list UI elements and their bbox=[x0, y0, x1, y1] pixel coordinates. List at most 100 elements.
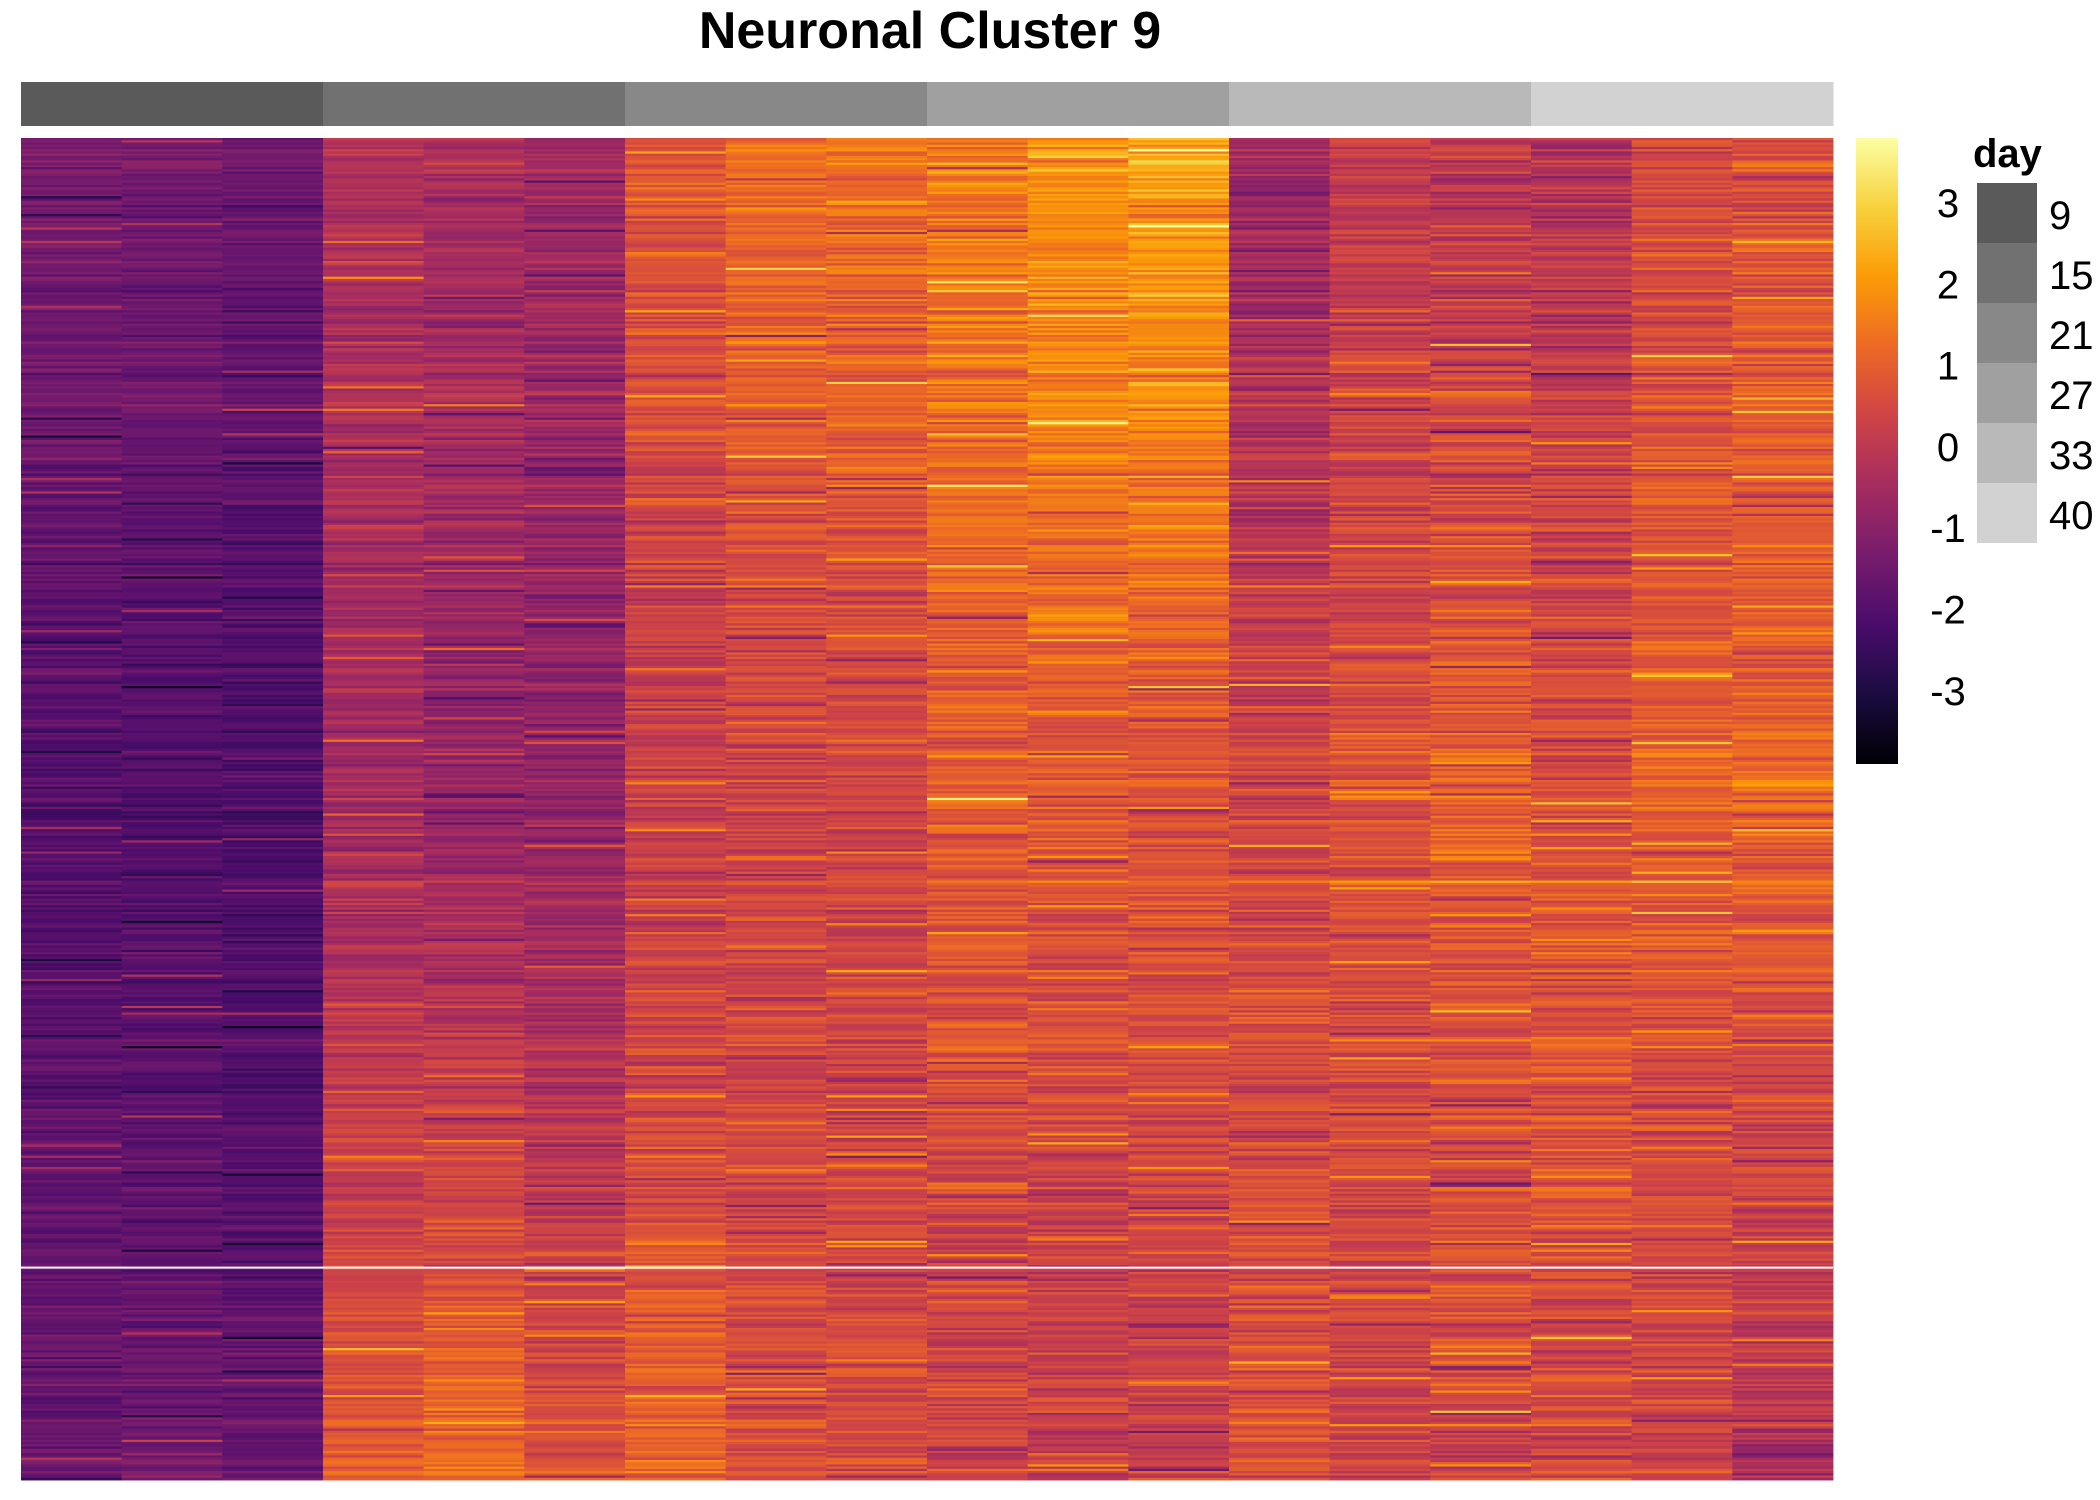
heatmap-cell bbox=[21, 891, 123, 895]
heatmap-cell bbox=[524, 381, 626, 385]
heatmap-cell bbox=[826, 404, 928, 407]
heatmap-cell bbox=[121, 1343, 223, 1347]
annotation-segment-day-33 bbox=[1229, 82, 1532, 126]
heatmap-cell bbox=[323, 1339, 425, 1342]
heatmap-cell bbox=[524, 949, 626, 953]
heatmap-cell bbox=[121, 1258, 223, 1262]
heatmap-cell bbox=[21, 981, 123, 984]
heatmap-cell bbox=[121, 885, 223, 888]
heatmap-cell bbox=[725, 1142, 827, 1145]
heatmap-cell bbox=[725, 844, 827, 848]
heatmap-cell bbox=[121, 1131, 223, 1134]
heatmap-cell bbox=[625, 806, 727, 810]
heatmap-cell bbox=[725, 473, 827, 477]
heatmap-cell bbox=[21, 551, 123, 555]
heatmap-cell bbox=[423, 614, 525, 618]
heatmap-cell bbox=[21, 431, 123, 434]
heatmap-cell bbox=[121, 516, 223, 519]
heatmap-cell bbox=[625, 871, 727, 875]
heatmap-cell bbox=[323, 777, 425, 781]
heatmap-cell bbox=[524, 674, 626, 678]
heatmap-cell bbox=[826, 231, 928, 235]
heatmap-cell bbox=[222, 171, 324, 175]
heatmap-cell bbox=[21, 1023, 123, 1027]
heatmap-cell bbox=[524, 616, 626, 620]
heatmap-cell bbox=[21, 728, 123, 732]
heatmap-cell bbox=[222, 715, 324, 718]
heatmap-cell bbox=[625, 1477, 727, 1481]
heatmap-cell bbox=[222, 1448, 324, 1452]
heatmap-cell bbox=[21, 1473, 123, 1476]
heatmap-cell bbox=[21, 1075, 123, 1078]
heatmap-cell bbox=[625, 835, 727, 839]
heatmap-cell bbox=[222, 1093, 324, 1096]
heatmap-cell bbox=[524, 1148, 626, 1152]
heatmap-cell bbox=[21, 437, 123, 441]
heatmap-cell bbox=[121, 708, 223, 712]
heatmap-cell bbox=[625, 1191, 727, 1195]
heatmap-cell bbox=[423, 1090, 525, 1094]
heatmap-cell bbox=[21, 1439, 123, 1443]
heatmap-cell bbox=[121, 847, 223, 850]
heatmap-cell bbox=[121, 1417, 223, 1421]
heatmap-cell bbox=[524, 426, 626, 430]
heatmap-cell bbox=[21, 853, 123, 857]
heatmap-cell bbox=[121, 715, 223, 718]
heatmap-cell bbox=[121, 710, 223, 714]
heatmap-cell bbox=[625, 721, 727, 725]
heatmap-cell bbox=[222, 1415, 324, 1418]
heatmap-cell bbox=[625, 1403, 727, 1407]
heatmap-cell bbox=[725, 1401, 827, 1405]
heatmap-cell bbox=[625, 1142, 727, 1145]
heatmap-cell bbox=[725, 149, 827, 152]
heatmap-cell bbox=[222, 558, 324, 562]
heatmap-cell bbox=[725, 1070, 827, 1074]
heatmap-cell bbox=[725, 855, 827, 859]
heatmap-cell bbox=[625, 849, 727, 852]
heatmap-cell bbox=[21, 1283, 123, 1286]
heatmap-cell bbox=[423, 1072, 525, 1076]
heatmap-cell bbox=[121, 169, 223, 172]
heatmap-cell bbox=[222, 386, 324, 389]
heatmap-cell bbox=[826, 272, 928, 275]
heatmap-cell bbox=[222, 516, 324, 519]
heatmap-cell bbox=[121, 636, 223, 640]
heatmap-cell bbox=[725, 395, 827, 398]
heatmap-cell bbox=[323, 1148, 425, 1152]
heatmap-cell bbox=[725, 1296, 827, 1300]
heatmap-cell bbox=[323, 1099, 425, 1103]
heatmap-cell bbox=[222, 1236, 324, 1239]
heatmap-cell bbox=[625, 509, 727, 512]
heatmap-cell bbox=[524, 860, 626, 864]
heatmap-cell bbox=[21, 1081, 123, 1085]
heatmap-cell bbox=[725, 1088, 827, 1092]
heatmap-cell bbox=[423, 1178, 525, 1181]
heatmap-cell bbox=[21, 618, 123, 622]
heatmap-cell bbox=[21, 182, 123, 186]
heatmap-cell bbox=[826, 314, 928, 318]
heatmap-cell bbox=[524, 140, 626, 143]
heatmap-cell bbox=[725, 1155, 827, 1159]
heatmap-cell bbox=[524, 580, 626, 584]
heatmap-cell bbox=[423, 878, 525, 882]
heatmap-cell bbox=[222, 1377, 324, 1380]
heatmap-cell bbox=[222, 692, 324, 696]
heatmap-cell bbox=[222, 146, 324, 150]
heatmap-cell bbox=[222, 1330, 324, 1333]
heatmap-cell bbox=[725, 741, 827, 745]
heatmap-cell bbox=[323, 149, 425, 152]
heatmap-cell bbox=[826, 155, 928, 159]
heatmap-cell bbox=[21, 267, 123, 271]
heatmap-cell bbox=[121, 372, 223, 376]
heatmap-cell bbox=[21, 202, 123, 206]
heatmap-cell bbox=[222, 768, 324, 772]
heatmap-cell bbox=[524, 1289, 626, 1293]
heatmap-cell bbox=[323, 867, 425, 870]
heatmap-cell bbox=[625, 838, 727, 841]
heatmap-cell bbox=[625, 173, 727, 177]
heatmap-cell bbox=[121, 728, 223, 732]
heatmap-cell bbox=[524, 1316, 626, 1320]
heatmap-cell bbox=[524, 1097, 626, 1101]
heatmap-cell bbox=[21, 1359, 123, 1362]
heatmap-cell bbox=[625, 312, 727, 316]
